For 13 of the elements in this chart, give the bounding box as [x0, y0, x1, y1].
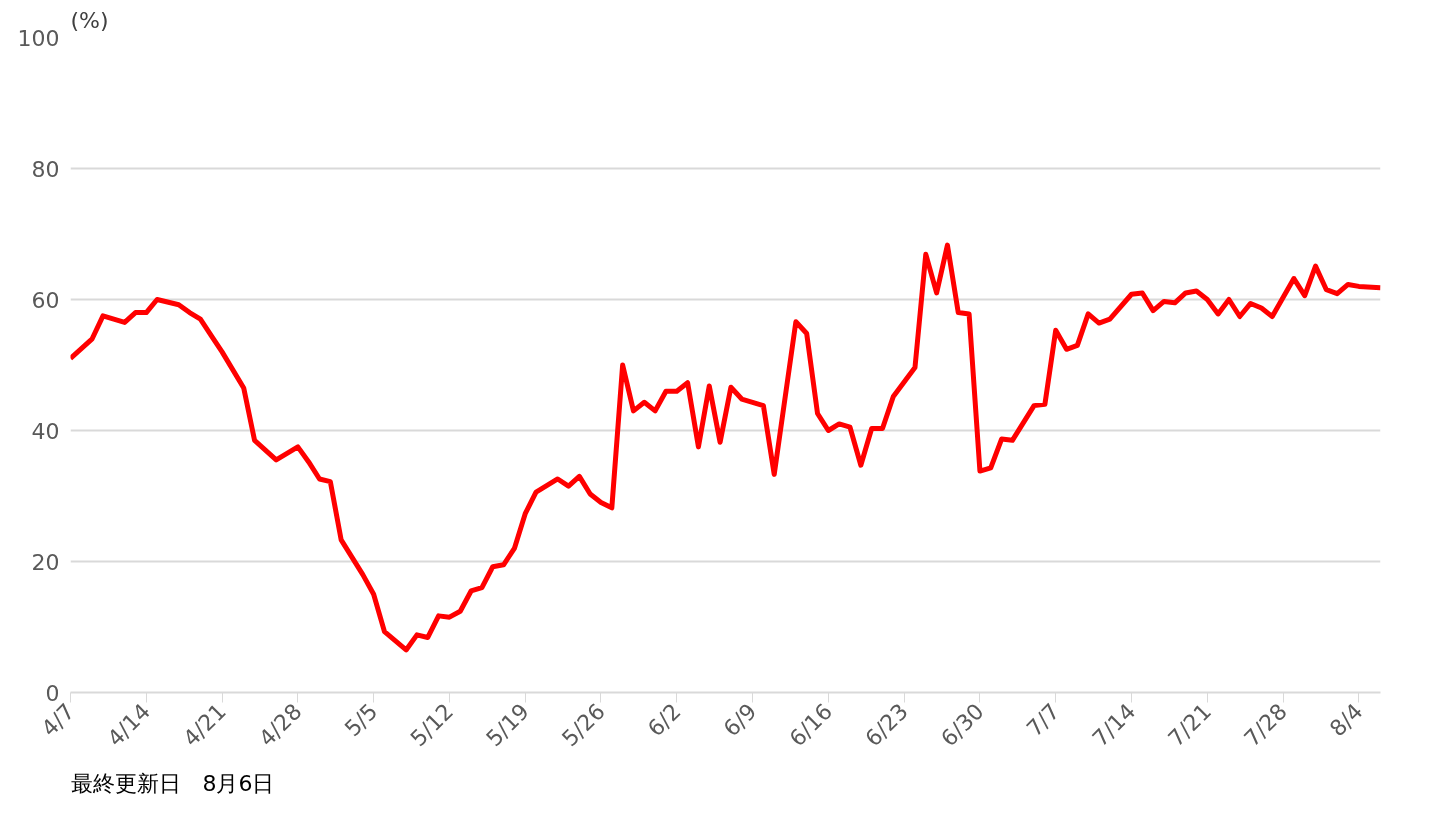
x-tick-label: 7/7 [1021, 698, 1065, 742]
x-tick-label: 8/4 [1324, 698, 1368, 742]
x-tick-label: 6/2 [642, 698, 686, 742]
y-tick-label: 80 [31, 156, 60, 182]
text: 最終更新日 8月6日 [70, 770, 275, 796]
x-tick-label: 5/5 [339, 698, 383, 742]
y-tick-label: 20 [31, 549, 60, 575]
y-axis-title: (%) [70, 7, 109, 33]
y-tick-label: 0 [45, 680, 60, 706]
y-tick-label: 40 [31, 418, 60, 444]
y-tick-label: 100 [17, 25, 60, 51]
y-tick-label: 60 [31, 287, 60, 313]
x-tick-label: 6/9 [718, 698, 762, 742]
